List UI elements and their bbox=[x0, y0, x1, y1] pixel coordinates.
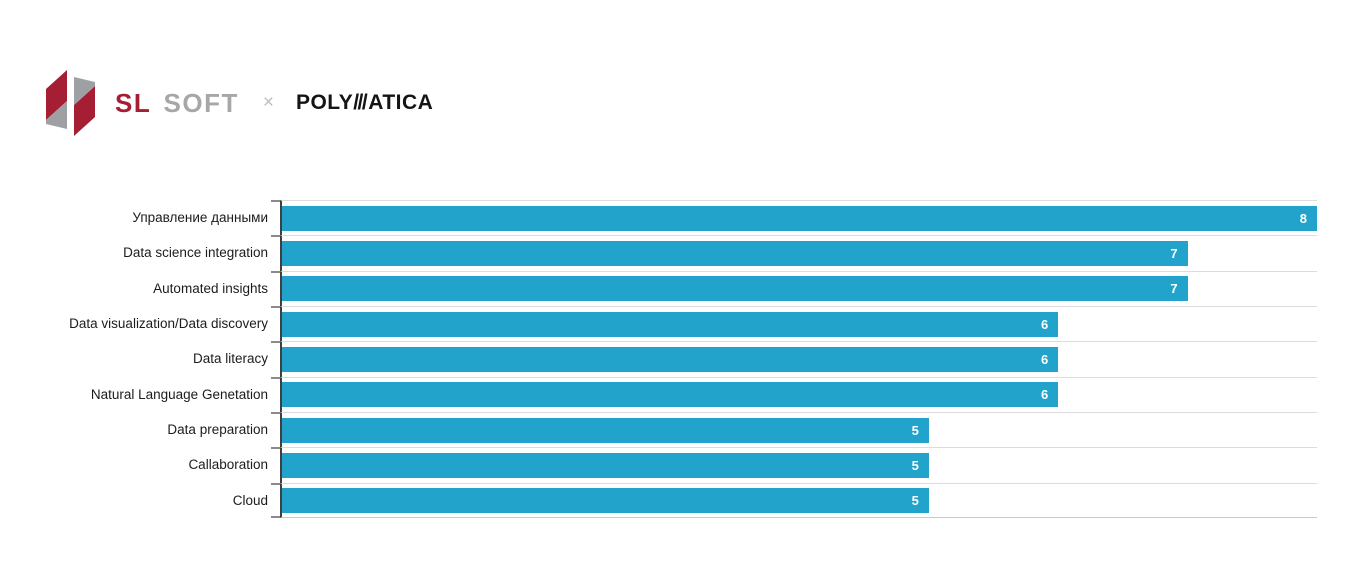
plot-area: 5 bbox=[271, 447, 1317, 483]
plot-area: 6 bbox=[271, 305, 1317, 342]
bar-value-label: 7 bbox=[1170, 281, 1178, 297]
chart-row: Data literacy 6 bbox=[0, 341, 1317, 377]
polymatica-wordmark-atica: ATICA bbox=[368, 91, 434, 114]
plot-area: 7 bbox=[271, 235, 1317, 271]
bar: 5 bbox=[282, 487, 929, 513]
bar: 7 bbox=[282, 276, 1188, 302]
chart-row: Natural Language Genetation 6 bbox=[0, 376, 1317, 412]
bar: 8 bbox=[282, 205, 1317, 231]
plot-area: 8 bbox=[271, 200, 1317, 236]
category-label: Automated insights bbox=[153, 280, 268, 296]
chart-row: Data preparation 5 bbox=[0, 411, 1317, 448]
bar: 7 bbox=[282, 240, 1188, 266]
category-label: Cloud bbox=[232, 492, 268, 508]
category-label: Управление данными bbox=[132, 210, 268, 226]
chart-row: Cloud 5 bbox=[0, 482, 1317, 519]
category-label: Data literacy bbox=[192, 351, 268, 367]
chart-row: Управление данными 8 bbox=[0, 200, 1317, 236]
bar-value-label: 5 bbox=[911, 422, 919, 438]
bar-value-label: 7 bbox=[1170, 245, 1178, 261]
bar-value-label: 6 bbox=[1041, 316, 1049, 332]
polymatica-wordmark-poly: POLY bbox=[295, 91, 354, 114]
bar: 6 bbox=[282, 311, 1059, 337]
bar-value-label: 6 bbox=[1041, 351, 1049, 367]
plot-area: 6 bbox=[271, 341, 1317, 377]
sl-soft-logo-icon bbox=[46, 70, 95, 136]
chart-row: Automated insights 7 bbox=[0, 270, 1317, 306]
sl-soft-wordmark-sl: SL bbox=[115, 87, 151, 118]
category-label: Data visualization/Data discovery bbox=[69, 316, 268, 332]
plot-area: 6 bbox=[271, 376, 1317, 412]
bar: 6 bbox=[282, 382, 1059, 408]
bar-value-label: 5 bbox=[911, 492, 919, 508]
polymatica-wordmark-slashes: /// bbox=[353, 91, 368, 114]
category-label: Callaboration bbox=[188, 457, 268, 473]
category-label: Data preparation bbox=[167, 422, 268, 438]
plot-area: 5 bbox=[271, 411, 1317, 448]
horizontal-bar-chart: Управление данными 8 Data science integrat… bbox=[0, 200, 1317, 519]
bar-value-label: 8 bbox=[1299, 210, 1307, 226]
chart-row: Data science integration 7 bbox=[0, 235, 1317, 271]
brand-separator-x: × bbox=[262, 92, 274, 113]
sl-soft-wordmark: SL SOFT bbox=[115, 88, 239, 119]
bar-value-label: 6 bbox=[1041, 387, 1049, 403]
logo-header: SL SOFT × POLY///ATICA bbox=[42, 68, 433, 138]
plot-area: 5 bbox=[271, 482, 1317, 519]
bar-value-label: 5 bbox=[911, 457, 919, 473]
bar: 6 bbox=[282, 346, 1059, 372]
bar: 5 bbox=[282, 452, 929, 478]
category-label: Natural Language Genetation bbox=[90, 386, 268, 402]
plot-area: 7 bbox=[271, 270, 1317, 306]
polymatica-wordmark: POLY///ATICA bbox=[296, 91, 433, 115]
bar: 5 bbox=[282, 417, 929, 443]
sl-soft-wordmark-soft: SOFT bbox=[163, 87, 239, 118]
chart-row: Data visualization/Data discovery 6 bbox=[0, 305, 1317, 342]
category-label: Data science integration bbox=[123, 245, 268, 261]
chart-row: Callaboration 5 bbox=[0, 447, 1317, 483]
